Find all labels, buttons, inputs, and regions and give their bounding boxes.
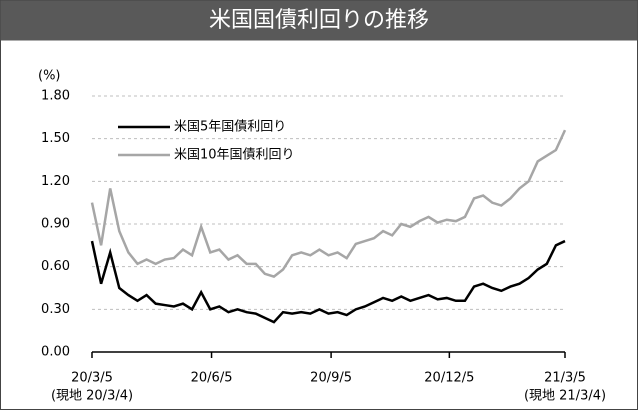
y-tick-label: 1.50 (41, 131, 70, 146)
y-tick-label: 0.90 (41, 217, 70, 232)
title-banner (0, 0, 638, 41)
y-tick-label: 0.30 (41, 302, 70, 317)
y-tick-label: 0.00 (41, 345, 70, 360)
legend-label: 米国10年国債利回り (174, 148, 295, 163)
x-tick-label: 20/9/5 (310, 371, 352, 386)
x-sublabel: (現地 21/3/4) (524, 389, 606, 404)
series-line (90, 239, 566, 324)
x-tick-label: 21/3/5 (544, 371, 586, 386)
x-sublabel: (現地 20/3/4) (51, 389, 133, 404)
x-tick-label: 20/3/5 (71, 371, 113, 386)
x-tick-label: 20/6/5 (191, 371, 233, 386)
legend-label: 米国5年国債利回り (174, 120, 286, 135)
chart-title: 米国国債利回りの推移 (209, 8, 429, 33)
x-tick-label: 20/12/5 (424, 371, 474, 386)
y-tick-label: 1.80 (41, 89, 70, 104)
y-axis-label: (%) (38, 69, 61, 84)
series-line (90, 129, 567, 279)
y-tick-label: 0.60 (41, 259, 70, 274)
y-tick-label: 1.20 (41, 174, 70, 189)
